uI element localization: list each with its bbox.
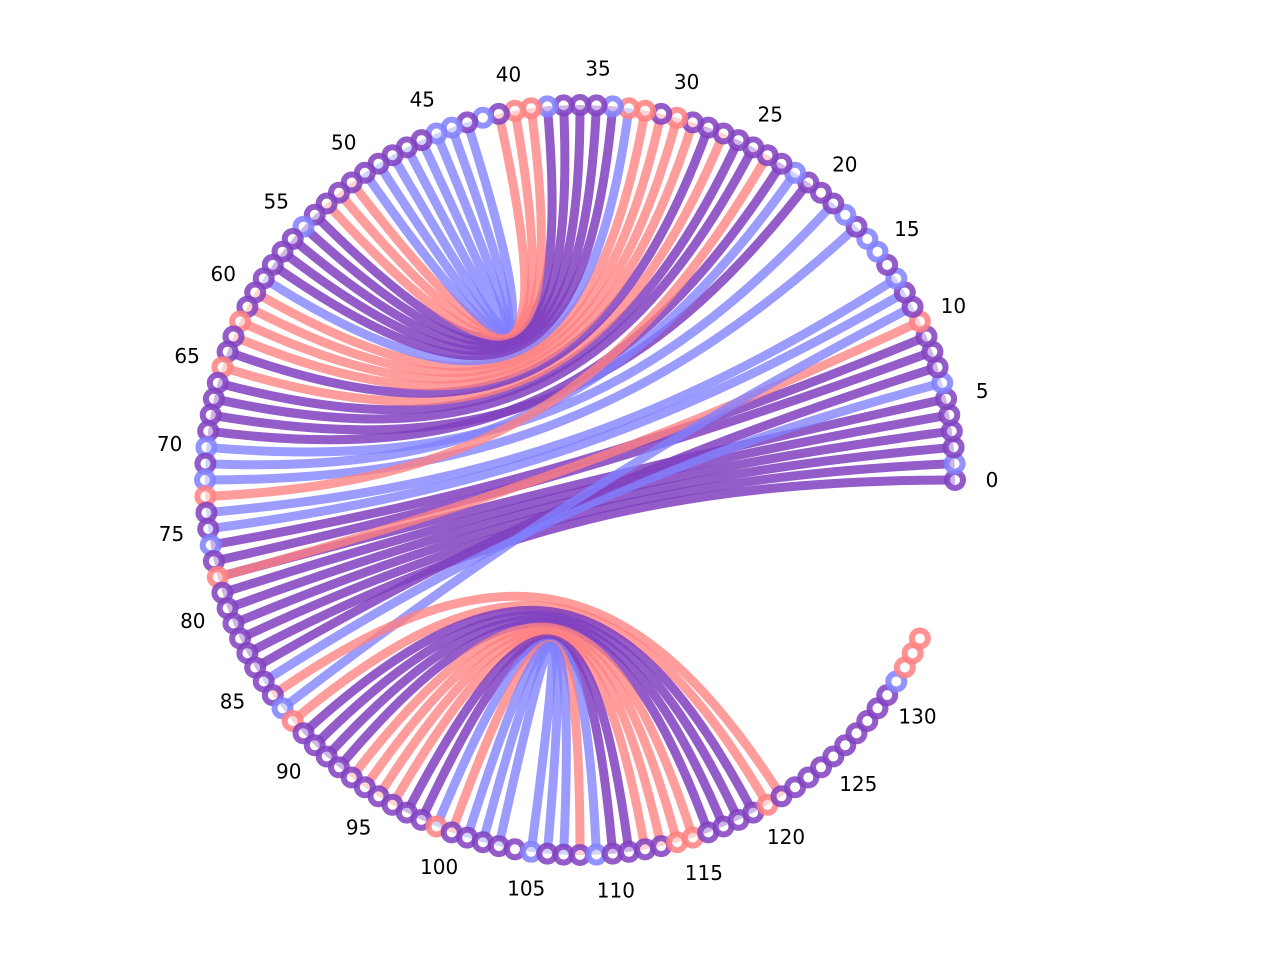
tick-label-75: 75 [159, 522, 184, 546]
tick-label-layer: 0 5 10 15 20 25 30 35 40 45 50 55 60 65 70 75 80 85 90 95 10… [157, 56, 998, 902]
edge-11-87 [279, 302, 915, 712]
tick-label-20: 20 [832, 152, 857, 176]
tick-label-115: 115 [685, 861, 723, 885]
tick-label-45: 45 [410, 87, 435, 111]
tick-label-85: 85 [220, 689, 245, 713]
edge-0-83 [245, 475, 956, 658]
node-134 [908, 627, 931, 650]
tick-label-35: 35 [585, 56, 610, 80]
edge-17-72 [204, 223, 860, 485]
edge-25-67 [212, 145, 758, 424]
tick-label-55: 55 [263, 190, 288, 214]
node-layer [194, 94, 966, 866]
edge-86-121 [270, 591, 786, 799]
tick-label-120: 120 [767, 825, 805, 849]
edge-12-75 [207, 288, 908, 534]
tick-label-40: 40 [496, 62, 521, 86]
tick-label-5: 5 [976, 379, 989, 403]
edge-13-74 [206, 274, 899, 518]
tick-label-50: 50 [331, 131, 356, 155]
edge-24-73 [205, 152, 772, 501]
tick-label-15: 15 [894, 217, 919, 241]
tick-label-60: 60 [210, 262, 235, 286]
tick-label-110: 110 [597, 878, 635, 902]
edge-26-66 [216, 138, 743, 415]
tick-label-90: 90 [276, 759, 301, 783]
tick-label-10: 10 [941, 294, 966, 318]
edge-6-85 [261, 378, 944, 686]
tick-label-65: 65 [174, 344, 199, 368]
edge-19-70 [206, 200, 837, 457]
tick-label-70: 70 [157, 432, 182, 456]
edge-46-47 [402, 138, 510, 333]
tick-label-130: 130 [898, 704, 936, 728]
tick-label-30: 30 [674, 70, 699, 94]
edge-27-65 [221, 131, 728, 406]
tick-label-0: 0 [986, 468, 999, 492]
edge-layer [204, 104, 956, 856]
edge-103-105 [494, 642, 557, 853]
tick-label-25: 25 [757, 103, 782, 127]
tick-label-100: 100 [420, 855, 458, 879]
edge-1-82 [238, 459, 955, 643]
edge-23-69 [207, 161, 786, 445]
edge-28-64 [226, 126, 713, 398]
tick-label-105: 105 [507, 877, 545, 901]
edge-10-78 [216, 317, 922, 582]
tick-label-95: 95 [346, 816, 371, 840]
edge-29-63 [231, 121, 698, 391]
tick-label-125: 125 [839, 772, 877, 796]
tick-label-80: 80 [180, 609, 205, 633]
